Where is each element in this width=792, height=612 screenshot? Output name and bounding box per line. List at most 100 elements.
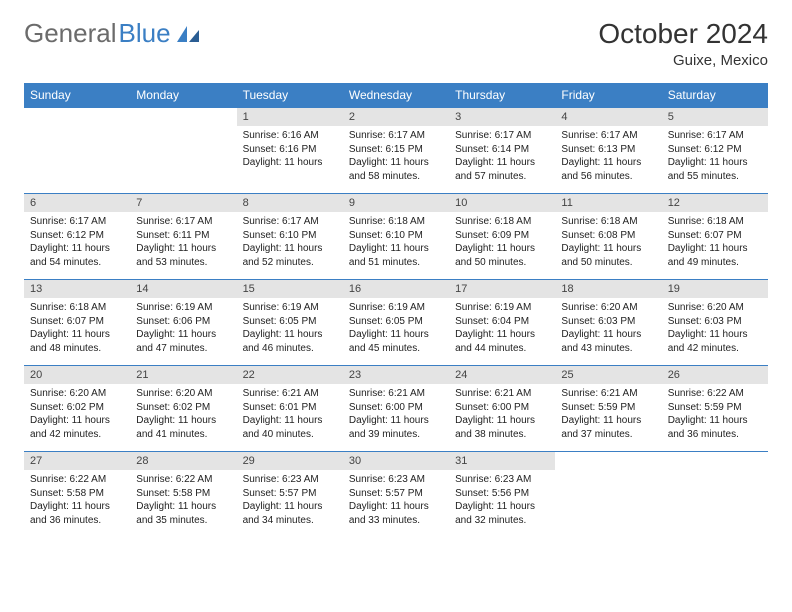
weekday-header: Sunday xyxy=(24,83,130,108)
calendar-empty-cell xyxy=(24,108,130,194)
day-number: 15 xyxy=(237,280,343,298)
header: GeneralBlue October 2024 Guixe, Mexico xyxy=(24,18,768,69)
day-number: 26 xyxy=(662,366,768,384)
day-details: Sunrise: 6:19 AMSunset: 6:04 PMDaylight:… xyxy=(449,298,555,359)
weekday-header: Monday xyxy=(130,83,236,108)
calendar-table: SundayMondayTuesdayWednesdayThursdayFrid… xyxy=(24,83,768,538)
calendar-day-cell: 4Sunrise: 6:17 AMSunset: 6:13 PMDaylight… xyxy=(555,108,661,194)
day-number: 19 xyxy=(662,280,768,298)
calendar-empty-cell xyxy=(555,452,661,538)
title-block: October 2024 Guixe, Mexico xyxy=(598,18,768,69)
day-number: 29 xyxy=(237,452,343,470)
calendar-day-cell: 5Sunrise: 6:17 AMSunset: 6:12 PMDaylight… xyxy=(662,108,768,194)
calendar-day-cell: 26Sunrise: 6:22 AMSunset: 5:59 PMDayligh… xyxy=(662,366,768,452)
calendar-row: 1Sunrise: 6:16 AMSunset: 6:16 PMDaylight… xyxy=(24,108,768,194)
day-number: 23 xyxy=(343,366,449,384)
day-number: 28 xyxy=(130,452,236,470)
calendar-day-cell: 7Sunrise: 6:17 AMSunset: 6:11 PMDaylight… xyxy=(130,194,236,280)
day-details: Sunrise: 6:19 AMSunset: 6:05 PMDaylight:… xyxy=(343,298,449,359)
day-number: 20 xyxy=(24,366,130,384)
day-details: Sunrise: 6:17 AMSunset: 6:11 PMDaylight:… xyxy=(130,212,236,273)
day-number: 5 xyxy=(662,108,768,126)
calendar-day-cell: 21Sunrise: 6:20 AMSunset: 6:02 PMDayligh… xyxy=(130,366,236,452)
calendar-empty-cell xyxy=(662,452,768,538)
calendar-day-cell: 20Sunrise: 6:20 AMSunset: 6:02 PMDayligh… xyxy=(24,366,130,452)
day-details: Sunrise: 6:20 AMSunset: 6:03 PMDaylight:… xyxy=(555,298,661,359)
calendar-day-cell: 8Sunrise: 6:17 AMSunset: 6:10 PMDaylight… xyxy=(237,194,343,280)
calendar-day-cell: 17Sunrise: 6:19 AMSunset: 6:04 PMDayligh… xyxy=(449,280,555,366)
calendar-day-cell: 15Sunrise: 6:19 AMSunset: 6:05 PMDayligh… xyxy=(237,280,343,366)
day-details: Sunrise: 6:18 AMSunset: 6:10 PMDaylight:… xyxy=(343,212,449,273)
day-details: Sunrise: 6:19 AMSunset: 6:05 PMDaylight:… xyxy=(237,298,343,359)
day-number: 10 xyxy=(449,194,555,212)
calendar-day-cell: 12Sunrise: 6:18 AMSunset: 6:07 PMDayligh… xyxy=(662,194,768,280)
day-number: 22 xyxy=(237,366,343,384)
day-number: 21 xyxy=(130,366,236,384)
calendar-day-cell: 29Sunrise: 6:23 AMSunset: 5:57 PMDayligh… xyxy=(237,452,343,538)
day-number: 6 xyxy=(24,194,130,212)
day-number: 12 xyxy=(662,194,768,212)
day-number: 2 xyxy=(343,108,449,126)
day-number: 31 xyxy=(449,452,555,470)
logo-sail-icon xyxy=(175,24,203,44)
calendar-day-cell: 14Sunrise: 6:19 AMSunset: 6:06 PMDayligh… xyxy=(130,280,236,366)
day-details: Sunrise: 6:21 AMSunset: 6:01 PMDaylight:… xyxy=(237,384,343,445)
calendar-row: 27Sunrise: 6:22 AMSunset: 5:58 PMDayligh… xyxy=(24,452,768,538)
calendar-day-cell: 10Sunrise: 6:18 AMSunset: 6:09 PMDayligh… xyxy=(449,194,555,280)
weekday-header: Tuesday xyxy=(237,83,343,108)
day-details: Sunrise: 6:20 AMSunset: 6:03 PMDaylight:… xyxy=(662,298,768,359)
day-details: Sunrise: 6:18 AMSunset: 6:07 PMDaylight:… xyxy=(24,298,130,359)
day-number: 11 xyxy=(555,194,661,212)
calendar-day-cell: 19Sunrise: 6:20 AMSunset: 6:03 PMDayligh… xyxy=(662,280,768,366)
calendar-day-cell: 11Sunrise: 6:18 AMSunset: 6:08 PMDayligh… xyxy=(555,194,661,280)
month-title: October 2024 xyxy=(598,18,768,50)
weekday-header: Wednesday xyxy=(343,83,449,108)
calendar-row: 6Sunrise: 6:17 AMSunset: 6:12 PMDaylight… xyxy=(24,194,768,280)
day-number: 3 xyxy=(449,108,555,126)
day-number: 1 xyxy=(237,108,343,126)
day-details: Sunrise: 6:17 AMSunset: 6:12 PMDaylight:… xyxy=(24,212,130,273)
day-details: Sunrise: 6:22 AMSunset: 5:58 PMDaylight:… xyxy=(24,470,130,531)
calendar-day-cell: 22Sunrise: 6:21 AMSunset: 6:01 PMDayligh… xyxy=(237,366,343,452)
calendar-day-cell: 27Sunrise: 6:22 AMSunset: 5:58 PMDayligh… xyxy=(24,452,130,538)
day-details: Sunrise: 6:22 AMSunset: 5:59 PMDaylight:… xyxy=(662,384,768,445)
day-details: Sunrise: 6:17 AMSunset: 6:10 PMDaylight:… xyxy=(237,212,343,273)
weekday-header: Saturday xyxy=(662,83,768,108)
day-details: Sunrise: 6:18 AMSunset: 6:07 PMDaylight:… xyxy=(662,212,768,273)
day-number: 9 xyxy=(343,194,449,212)
calendar-row: 20Sunrise: 6:20 AMSunset: 6:02 PMDayligh… xyxy=(24,366,768,452)
day-details: Sunrise: 6:20 AMSunset: 6:02 PMDaylight:… xyxy=(130,384,236,445)
day-number: 17 xyxy=(449,280,555,298)
day-number: 13 xyxy=(24,280,130,298)
calendar-row: 13Sunrise: 6:18 AMSunset: 6:07 PMDayligh… xyxy=(24,280,768,366)
calendar-empty-cell xyxy=(130,108,236,194)
day-number: 14 xyxy=(130,280,236,298)
logo: GeneralBlue xyxy=(24,18,203,49)
day-number: 24 xyxy=(449,366,555,384)
day-number: 18 xyxy=(555,280,661,298)
day-details: Sunrise: 6:18 AMSunset: 6:08 PMDaylight:… xyxy=(555,212,661,273)
day-number: 25 xyxy=(555,366,661,384)
location: Guixe, Mexico xyxy=(598,52,768,69)
calendar-day-cell: 30Sunrise: 6:23 AMSunset: 5:57 PMDayligh… xyxy=(343,452,449,538)
calendar-day-cell: 16Sunrise: 6:19 AMSunset: 6:05 PMDayligh… xyxy=(343,280,449,366)
day-number: 4 xyxy=(555,108,661,126)
logo-text-1: General xyxy=(24,18,117,49)
day-details: Sunrise: 6:22 AMSunset: 5:58 PMDaylight:… xyxy=(130,470,236,531)
logo-text-2: Blue xyxy=(119,18,171,49)
day-details: Sunrise: 6:17 AMSunset: 6:14 PMDaylight:… xyxy=(449,126,555,187)
weekday-header: Thursday xyxy=(449,83,555,108)
day-details: Sunrise: 6:19 AMSunset: 6:06 PMDaylight:… xyxy=(130,298,236,359)
day-number: 27 xyxy=(24,452,130,470)
calendar-day-cell: 18Sunrise: 6:20 AMSunset: 6:03 PMDayligh… xyxy=(555,280,661,366)
calendar-day-cell: 1Sunrise: 6:16 AMSunset: 6:16 PMDaylight… xyxy=(237,108,343,194)
day-details: Sunrise: 6:17 AMSunset: 6:12 PMDaylight:… xyxy=(662,126,768,187)
calendar-day-cell: 31Sunrise: 6:23 AMSunset: 5:56 PMDayligh… xyxy=(449,452,555,538)
calendar-day-cell: 23Sunrise: 6:21 AMSunset: 6:00 PMDayligh… xyxy=(343,366,449,452)
weekday-header-row: SundayMondayTuesdayWednesdayThursdayFrid… xyxy=(24,83,768,108)
day-number: 8 xyxy=(237,194,343,212)
calendar-body: 1Sunrise: 6:16 AMSunset: 6:16 PMDaylight… xyxy=(24,108,768,538)
day-details: Sunrise: 6:17 AMSunset: 6:15 PMDaylight:… xyxy=(343,126,449,187)
day-number: 30 xyxy=(343,452,449,470)
day-details: Sunrise: 6:23 AMSunset: 5:57 PMDaylight:… xyxy=(237,470,343,531)
